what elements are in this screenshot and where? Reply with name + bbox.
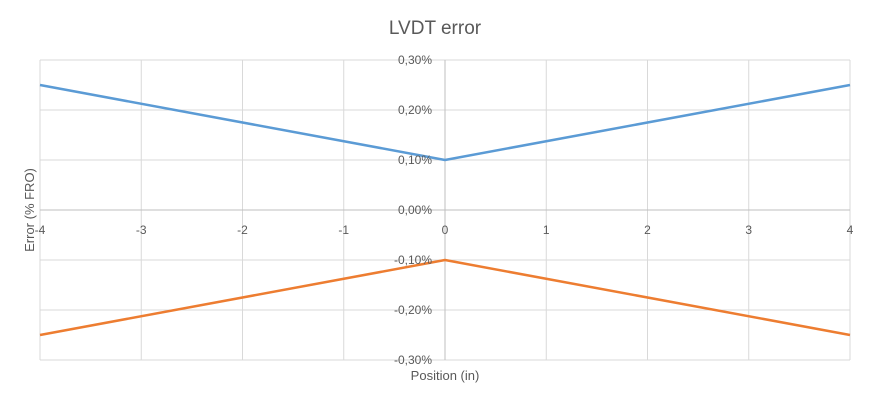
x-tick-label: -1 — [338, 223, 349, 237]
series-line-2 — [39, 258, 851, 337]
y-tick-label: 0,10% — [398, 153, 432, 167]
series-lines — [39, 83, 851, 337]
x-tick-label: 1 — [543, 223, 550, 237]
y-axis-label: Error (% FRO) — [22, 168, 37, 252]
y-tick-label: -0,10% — [394, 253, 432, 267]
x-axis-label: Position (in) — [411, 368, 480, 383]
x-tick-label: 4 — [847, 223, 854, 237]
y-tick-label: -0,30% — [394, 353, 432, 367]
tick-labels: -4 -3 -2 -1 0 1 2 3 4 0,30% 0,20% 0,10% 0,00% -0,10% -… — [35, 53, 854, 367]
y-tick-label: 0,00% — [398, 203, 432, 217]
series-line-1 — [39, 83, 851, 162]
x-tick-label: 0 — [442, 223, 449, 237]
y-tick-label: -0,20% — [394, 303, 432, 317]
x-tick-label: -4 — [35, 223, 46, 237]
x-tick-label: 3 — [745, 223, 752, 237]
x-tick-label: 2 — [644, 223, 651, 237]
chart-title: LVDT error — [389, 18, 482, 39]
x-tick-label: -2 — [237, 223, 248, 237]
axes — [40, 60, 850, 360]
x-tick-label: -3 — [136, 223, 147, 237]
y-tick-label: 0,30% — [398, 53, 432, 67]
y-tick-label: 0,20% — [398, 103, 432, 117]
